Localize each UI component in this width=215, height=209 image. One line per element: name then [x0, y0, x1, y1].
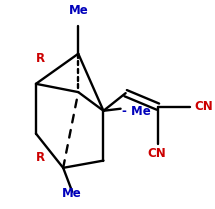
Text: Me: Me	[68, 4, 88, 17]
Text: - Me: - Me	[122, 104, 150, 118]
Text: CN: CN	[194, 100, 213, 113]
Text: Me: Me	[62, 187, 82, 200]
Text: CN: CN	[147, 147, 166, 160]
Text: R: R	[36, 151, 45, 164]
Text: R: R	[36, 52, 45, 65]
